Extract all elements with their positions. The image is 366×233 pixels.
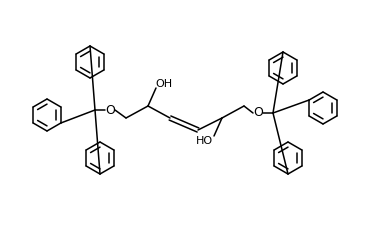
Text: HO: HO: [195, 136, 213, 146]
Text: OH: OH: [156, 79, 172, 89]
Text: O: O: [253, 106, 263, 120]
Text: O: O: [105, 103, 115, 116]
